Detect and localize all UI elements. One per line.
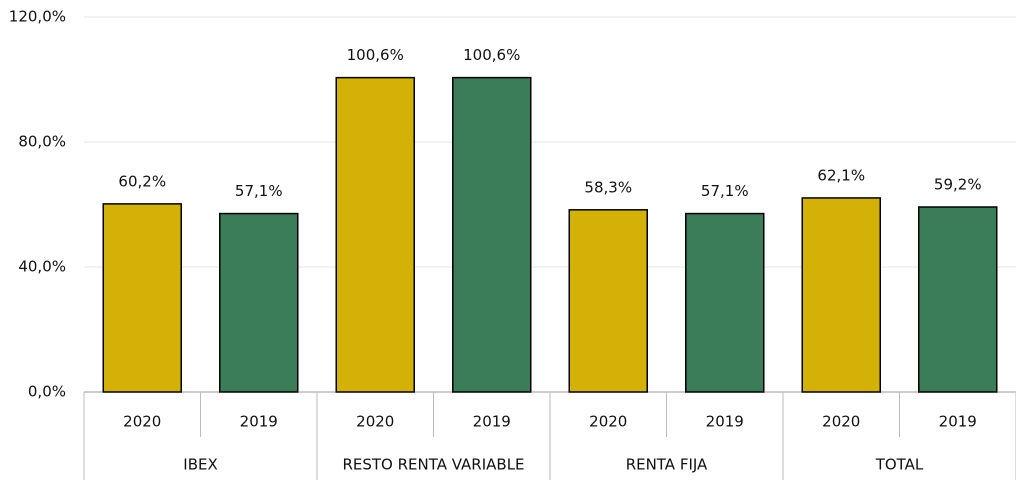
bar [568, 209, 648, 393]
x-tick-label: 2019 [473, 413, 511, 431]
group-label: RENTA FIJA [626, 456, 708, 474]
data-label: 58,3% [584, 178, 632, 196]
x-tick-label: 2019 [706, 413, 744, 431]
bar [452, 76, 532, 393]
data-label: 62,1% [817, 166, 865, 184]
bar [102, 203, 182, 393]
group-label: RESTO RENTA VARIABLE [342, 456, 524, 474]
y-tick-label: 40,0% [18, 258, 66, 276]
group-label: TOTAL [875, 456, 924, 474]
data-label: 100,6% [463, 46, 520, 64]
x-tick-label: 2019 [240, 413, 278, 431]
data-label: 57,1% [235, 182, 283, 200]
x-tick-label: 2019 [939, 413, 977, 431]
group-label: IBEX [183, 456, 217, 474]
data-label: 59,2% [934, 176, 982, 194]
data-label: 100,6% [347, 46, 404, 64]
data-label: 57,1% [701, 182, 749, 200]
x-tick-label: 2020 [356, 413, 394, 431]
bar [219, 212, 299, 393]
x-tick-label: 2020 [589, 413, 627, 431]
x-tick-label: 2020 [123, 413, 161, 431]
x-tick-label: 2020 [822, 413, 860, 431]
y-tick-label: 80,0% [18, 133, 66, 151]
bar [801, 197, 881, 393]
y-tick-label: 0,0% [28, 383, 66, 401]
y-tick-label: 120,0% [9, 8, 66, 26]
bar [918, 206, 998, 393]
data-label: 60,2% [118, 172, 166, 190]
bar [335, 76, 415, 393]
bar [685, 212, 765, 393]
